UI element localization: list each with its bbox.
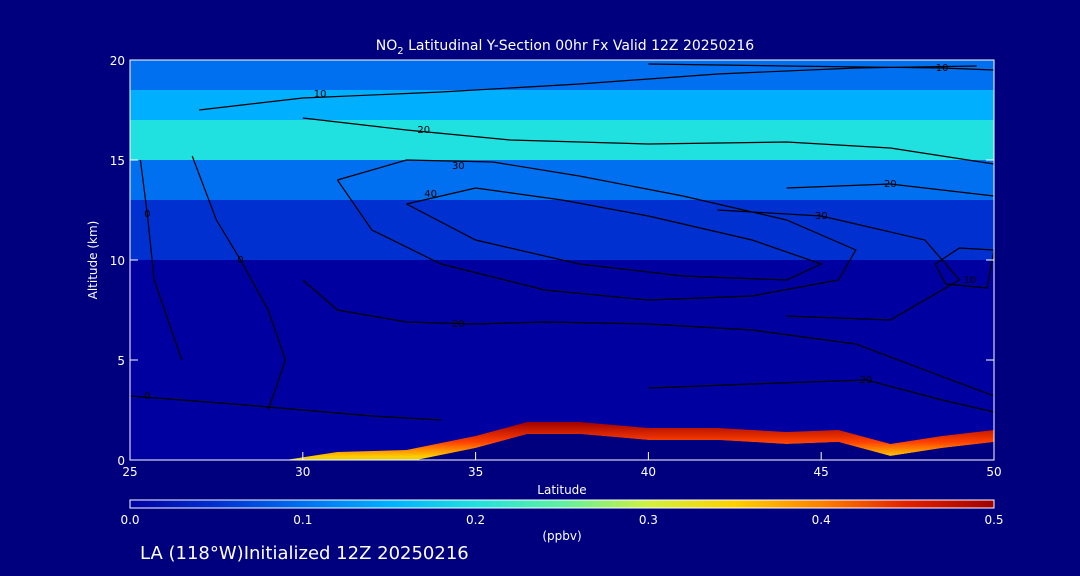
contour-line-10 [139, 159, 183, 361]
contour-line-0 [199, 65, 977, 111]
colorbar-tick-label: 0.0 [120, 513, 139, 527]
colorbar-ticks: 0.0 0.1 0.2 0.3 0.4 0.5 [120, 513, 1003, 527]
colorbar-tick-label: 0.2 [466, 513, 485, 527]
contour-label-7: 10 [963, 275, 976, 286]
colorbar-unit: (ppbv) [542, 529, 581, 543]
x-tick-label: 25 [122, 465, 137, 479]
contour-label-1: 10 [936, 63, 949, 74]
plot-area: 10 10 20 20 30 40 30 10 20 20 0 0 0 [130, 60, 994, 460]
y-axis-ticks: 0 5 10 15 20 [110, 54, 994, 468]
contour-line-7 [934, 247, 994, 289]
contour-label-12: 0 [144, 391, 150, 402]
y-tick-label: 0 [117, 454, 125, 468]
contour-label-5: 40 [424, 189, 437, 200]
contour-label-6: 30 [815, 211, 828, 222]
colorbar-tick-label: 0.1 [293, 513, 312, 527]
contour-label-4: 30 [452, 161, 465, 172]
contour-line-9 [648, 379, 994, 413]
contour-lines: 10 10 20 20 30 40 30 10 20 20 0 0 0 [130, 63, 994, 421]
contour-line-3 [786, 183, 994, 197]
surface-high-concentration [130, 422, 994, 460]
colorbar-tick-label: 0.3 [639, 513, 658, 527]
contour-line-8 [302, 279, 994, 397]
x-axis-ticks: 25 30 35 40 45 50 [122, 452, 1002, 479]
contour-label-0: 10 [314, 89, 327, 100]
y-axis-label: Altitude (km) [86, 221, 100, 300]
contour-label-8: 20 [452, 319, 465, 330]
x-axis-label: Latitude [537, 483, 586, 497]
y-tick-label: 15 [110, 154, 125, 168]
x-tick-label: 50 [986, 465, 1001, 479]
contour-label-10: 0 [144, 209, 150, 220]
x-tick-label: 35 [468, 465, 483, 479]
contour-line-1 [648, 63, 994, 71]
footer-location: LA (118°W) [140, 543, 244, 564]
contour-label-9: 20 [860, 375, 873, 386]
footer-initialized: Initialized 12Z 20250216 [243, 543, 469, 564]
chart-title: NO2 Latitudinal Y-Section 00hr Fx Valid … [376, 38, 754, 57]
contour-line-5 [406, 187, 823, 281]
colorbar-tick-label: 0.4 [812, 513, 831, 527]
colorbar-tick-label: 0.5 [984, 513, 1003, 527]
footer-caption: LA (118°W)Initialized 12Z 20250216 [140, 543, 469, 564]
contour-line-12 [130, 395, 442, 421]
contour-label-2: 20 [417, 125, 430, 136]
contour-line-2 [302, 117, 994, 165]
terrain-mask [130, 434, 994, 460]
y-tick-label: 5 [117, 354, 125, 368]
contour-label-11: 0 [237, 255, 243, 266]
contour-label-3: 20 [884, 179, 897, 190]
y-tick-label: 10 [110, 254, 125, 268]
colorbar: 0.0 0.1 0.2 0.3 0.4 0.5 (ppbv) [120, 499, 1004, 543]
contour-line-4 [336, 159, 857, 301]
x-tick-label: 30 [295, 465, 310, 479]
colorbar-strip [129, 499, 995, 509]
contour-line-11 [191, 155, 287, 411]
y-tick-label: 20 [110, 54, 125, 68]
x-tick-label: 45 [814, 465, 829, 479]
x-tick-label: 40 [641, 465, 656, 479]
